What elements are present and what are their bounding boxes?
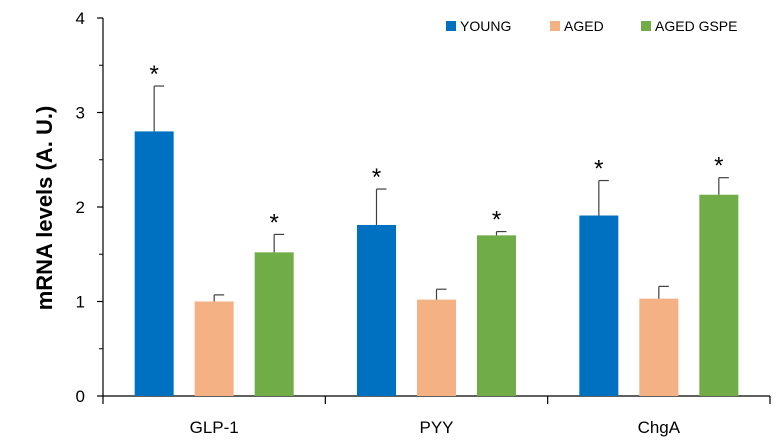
bar-aged-pyy	[417, 299, 456, 396]
x-tick-label: GLP-1	[190, 418, 239, 437]
y-axis-label: mRNA levels (A. U.)	[32, 106, 57, 311]
bar-aged-gspe-glp-1	[254, 252, 294, 396]
x-tick-label: ChgA	[638, 418, 681, 437]
significance-marker: *	[372, 164, 381, 191]
significance-marker: *	[594, 156, 603, 183]
y-tick-label: 4	[76, 9, 85, 28]
legend-label: AGED GSPE	[655, 18, 737, 34]
legend-label: YOUNG	[460, 18, 511, 34]
legend-swatch	[550, 21, 560, 31]
bar-aged-glp-1	[194, 301, 234, 396]
bar-aged-chga	[639, 298, 679, 396]
legend-swatch	[446, 21, 456, 31]
bar-aged-gspe-chga	[699, 194, 739, 396]
significance-marker: *	[269, 209, 278, 236]
bar-young-glp-1	[134, 131, 174, 396]
y-tick-label: 1	[76, 293, 85, 312]
significance-marker: *	[492, 207, 501, 234]
significance-marker: *	[714, 153, 723, 180]
bar-young-pyy	[357, 224, 396, 396]
significance-marker: *	[149, 61, 158, 88]
legend-label: AGED	[564, 18, 604, 34]
bar-young-chga	[579, 215, 619, 396]
plot-area: 0 1 2 3 4 * * GLP-1 * * PYY * * ChgA	[76, 9, 771, 437]
y-tick-label: 2	[76, 198, 85, 217]
bar-aged-gspe-pyy	[477, 235, 516, 396]
y-tick-label: 0	[76, 387, 85, 406]
legend-swatch	[641, 21, 651, 31]
x-tick-label: PYY	[419, 418, 453, 437]
y-tick-label: 3	[76, 104, 85, 123]
legend: YOUNG AGED AGED GSPE	[446, 18, 737, 34]
